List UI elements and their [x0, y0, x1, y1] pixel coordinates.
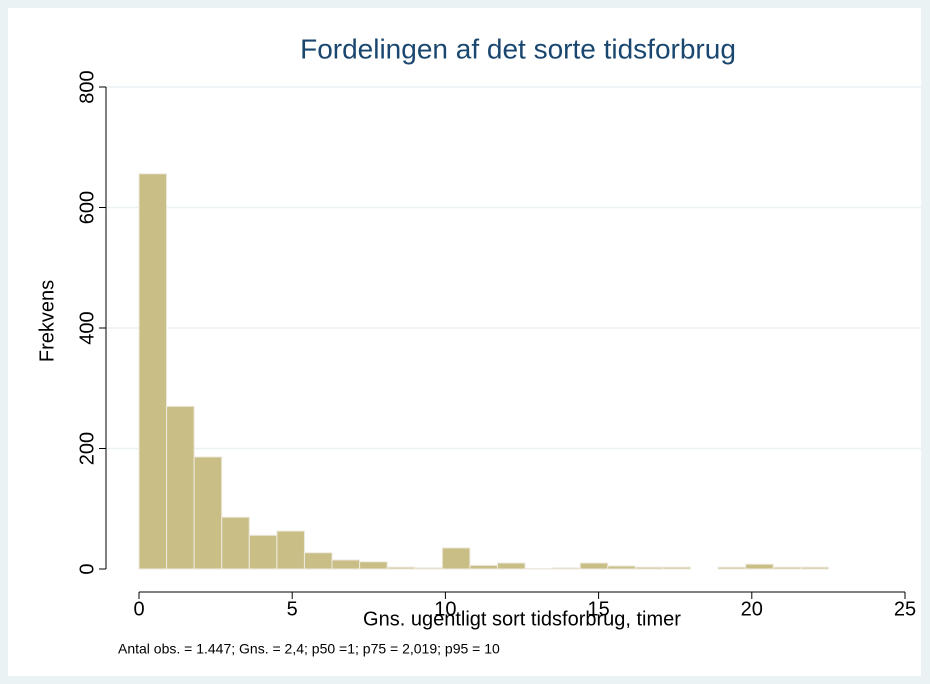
bar [441, 547, 471, 570]
bar [359, 561, 388, 570]
x-tick-label: 5 [287, 598, 298, 620]
bar [331, 559, 361, 570]
bar [634, 566, 664, 570]
bar [138, 173, 168, 570]
bar [386, 566, 416, 570]
bar [717, 566, 747, 570]
y-tick-label: 600 [76, 191, 98, 224]
bar [800, 566, 829, 570]
x-axis-label: Gns. ugentligt sort tidsforbrug, timer [363, 608, 681, 630]
chart-title: Fordelingen af det sorte tidsforbrug [300, 33, 736, 64]
bar [469, 564, 498, 570]
bar [276, 530, 305, 570]
bar [193, 456, 223, 570]
bar [303, 552, 333, 570]
bar [524, 567, 554, 570]
bar [166, 405, 195, 570]
bar [579, 562, 609, 570]
x-tick-label: 10 [434, 598, 456, 620]
y-tick-label: 800 [76, 70, 98, 103]
y-tick-label: 400 [76, 311, 98, 344]
x-tick-label: 0 [133, 598, 144, 620]
x-tick-label: 15 [587, 598, 609, 620]
bar [607, 565, 636, 570]
note: Antal obs. = 1.447; Gns. = 2,4; p50 =1; … [118, 641, 500, 657]
bar [662, 566, 692, 570]
bar [248, 534, 278, 570]
y-axis-label: Frekvens [36, 280, 58, 362]
bar [414, 567, 443, 570]
y-tick-label: 0 [76, 563, 98, 574]
y-tick-label: 200 [76, 432, 98, 465]
bar [221, 516, 250, 570]
x-tick-label: 25 [894, 598, 916, 620]
bar [745, 563, 774, 570]
bar [772, 566, 802, 570]
bar [496, 562, 526, 570]
bar [552, 567, 581, 570]
x-tick-label: 20 [741, 598, 763, 620]
